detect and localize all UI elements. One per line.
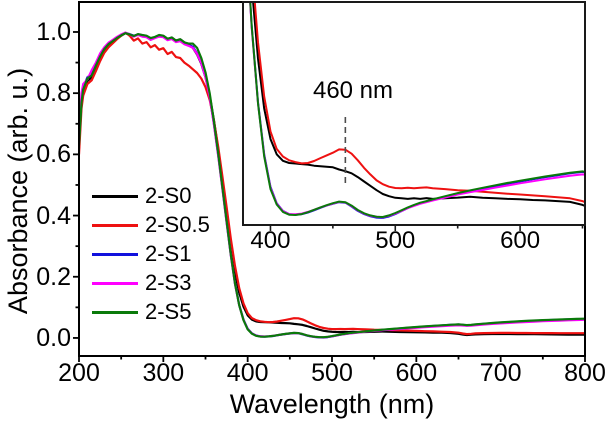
y-axis-title: Absorbance (arb. u.) <box>3 67 33 315</box>
main-curves <box>79 31 585 339</box>
inset-series-curve-2-S0.5 <box>253 2 585 204</box>
x-axis-title: Wavelength (nm) <box>229 389 435 419</box>
x-tick-label-400: 400 <box>226 359 269 387</box>
x-tick-label-700: 700 <box>479 359 522 387</box>
inset-border <box>242 1 586 226</box>
y-tick-label-0.2: 0.2 <box>36 262 71 291</box>
legend-item-2-S1: 2-S1 <box>92 240 191 268</box>
inset-annotation-460nm: 460 nm <box>312 77 394 104</box>
inset-x-tick-label-500: 500 <box>375 227 416 254</box>
x-tick-label-600: 600 <box>395 359 438 387</box>
legend-label: 2-S1 <box>145 241 192 266</box>
legend-item-2-S0.5: 2-S0.5 <box>92 211 210 239</box>
y-tick-label-1.0: 1.0 <box>36 17 71 46</box>
legend-label: 2-S3 <box>145 270 192 295</box>
inset-x-tick-label-400: 400 <box>250 227 291 254</box>
y-tick-label-0.4: 0.4 <box>36 201 71 230</box>
main-axis-ticks <box>73 31 586 362</box>
legend-item-2-S5: 2-S5 <box>92 298 191 326</box>
legend-label: 2-S5 <box>145 299 192 324</box>
y-tick-label-0.6: 0.6 <box>36 140 71 169</box>
inset-axis-ticks <box>269 225 584 231</box>
legend-line-swatch <box>92 223 138 227</box>
x-tick-label-800: 800 <box>564 359 605 387</box>
legend-line-swatch <box>92 252 138 256</box>
legend-line-swatch <box>92 281 138 285</box>
x-tick-label-500: 500 <box>311 359 353 387</box>
inset-background <box>243 2 585 225</box>
legend-line-swatch <box>92 310 138 314</box>
inset-series-curve-2-S0 <box>252 2 585 207</box>
y-tick-label-0.0: 0.0 <box>36 323 71 352</box>
inset-series-curve-2-S5 <box>249 2 585 218</box>
legend-item-2-S0: 2-S0 <box>92 182 191 210</box>
legend-label: 2-S0.5 <box>145 212 210 237</box>
legend-line-swatch <box>92 194 138 198</box>
series-curve-2-S5 <box>79 32 585 339</box>
inset-x-tick-label-600: 600 <box>500 227 541 254</box>
x-tick-label-200: 200 <box>58 359 100 387</box>
legend-item-2-S3: 2-S3 <box>92 269 191 297</box>
y-tick-label-0.8: 0.8 <box>36 79 71 108</box>
series-curve-2-S0.5 <box>79 31 585 336</box>
legend-label: 2-S0 <box>145 183 192 208</box>
inset-curves <box>249 2 585 219</box>
x-tick-label-300: 300 <box>142 359 185 387</box>
